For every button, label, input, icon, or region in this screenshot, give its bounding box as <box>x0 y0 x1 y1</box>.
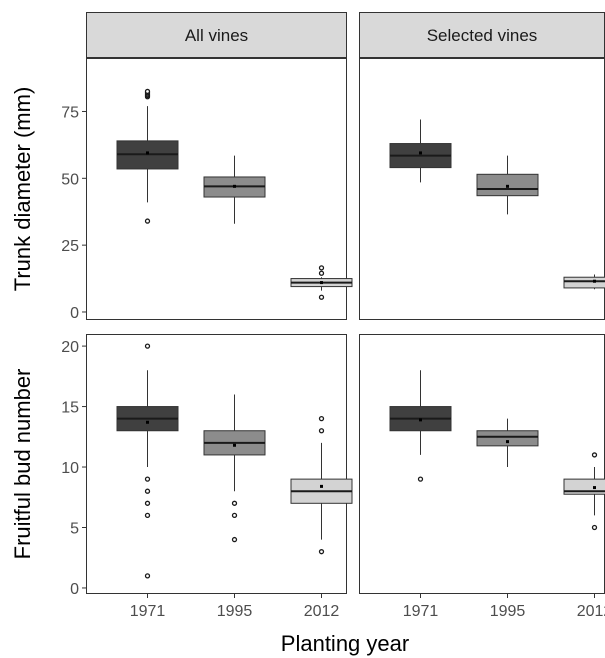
outlier-point-0-0-2-0 <box>318 294 325 300</box>
outlier-point-1-0-2-2 <box>318 416 325 422</box>
outlier-point-1-0-0-1 <box>144 512 151 519</box>
y-tick-label-1-4: 20 <box>61 339 79 356</box>
mean-marker-0-1-2 <box>593 279 596 283</box>
outlier-point-1-0-0-2 <box>144 500 151 506</box>
x-tick-label-0-2: 2012 <box>304 603 340 620</box>
mean-marker-1-1-1 <box>506 440 509 444</box>
facet-strip-label-0: All vines <box>185 26 248 45</box>
outlier-point-1-1-0-0 <box>417 476 424 482</box>
x-axis-title: Planting year <box>281 631 409 656</box>
mean-marker-0-0-1 <box>233 184 236 188</box>
y-tick-label-1-2: 10 <box>61 460 79 477</box>
y-tick-label-0-1: 25 <box>61 238 79 255</box>
panel-1-1 <box>359 334 605 594</box>
outlier-point-1-0-2-0 <box>318 549 325 555</box>
mean-marker-1-0-2 <box>320 484 323 488</box>
mean-marker-1-0-0 <box>146 420 149 424</box>
x-tick-label-1-1: 1995 <box>490 603 526 620</box>
mean-marker-0-0-2 <box>320 281 323 285</box>
outlier-point-1-0-0-4 <box>144 476 151 482</box>
outlier-point-1-0-0-0 <box>144 573 151 579</box>
outlier-point-0-0-2-1 <box>318 270 325 276</box>
outlier-point-1-0-1-1 <box>231 512 238 519</box>
facet-strip-0 <box>86 12 347 58</box>
facet-strip-1 <box>359 12 605 58</box>
mean-marker-1-1-0 <box>419 418 422 422</box>
panel-1-0 <box>86 334 347 594</box>
outlier-point-1-1-2-1 <box>591 452 598 458</box>
outlier-point-1-1-2-0 <box>591 524 598 531</box>
y-tick-label-1-0: 0 <box>70 581 79 598</box>
outlier-point-1-0-0-3 <box>144 488 151 494</box>
box-1-1-1 <box>476 430 539 447</box>
outlier-point-1-0-1-0 <box>231 536 238 543</box>
outlier-point-1-0-1-2 <box>231 500 238 506</box>
y-tick-label-0-2: 50 <box>61 171 79 188</box>
x-tick-label-1-2: 2012 <box>577 603 605 620</box>
outlier-point-0-0-0-5 <box>144 88 151 95</box>
mean-marker-0-1-1 <box>506 184 509 188</box>
x-tick-label-0-0: 1971 <box>130 603 166 620</box>
outlier-point-1-0-0-5 <box>144 343 151 349</box>
mean-marker-1-1-2 <box>593 486 596 490</box>
y-tick-label-1-1: 5 <box>70 520 79 537</box>
mean-marker-1-0-1 <box>233 443 236 447</box>
y-tick-label-1-3: 15 <box>61 400 79 417</box>
box-0-1-2 <box>563 276 605 289</box>
outlier-point-1-0-2-1 <box>318 428 325 434</box>
y-axis-title-0: Trunk diameter (mm) <box>10 87 35 292</box>
y-tick-label-0-3: 75 <box>61 104 79 121</box>
y-axis-title-1: Fruitful bud number <box>10 369 35 560</box>
facet-strip-label-1: Selected vines <box>427 26 538 45</box>
mean-marker-0-1-0 <box>419 151 422 155</box>
outlier-point-0-0-2-2 <box>318 265 325 271</box>
x-tick-label-0-1: 1995 <box>217 603 253 620</box>
outlier-point-0-0-0-0 <box>144 218 151 224</box>
y-tick-label-0-0: 0 <box>70 305 79 322</box>
x-tick-label-1-0: 1971 <box>403 603 439 620</box>
mean-marker-0-0-0 <box>146 151 149 155</box>
